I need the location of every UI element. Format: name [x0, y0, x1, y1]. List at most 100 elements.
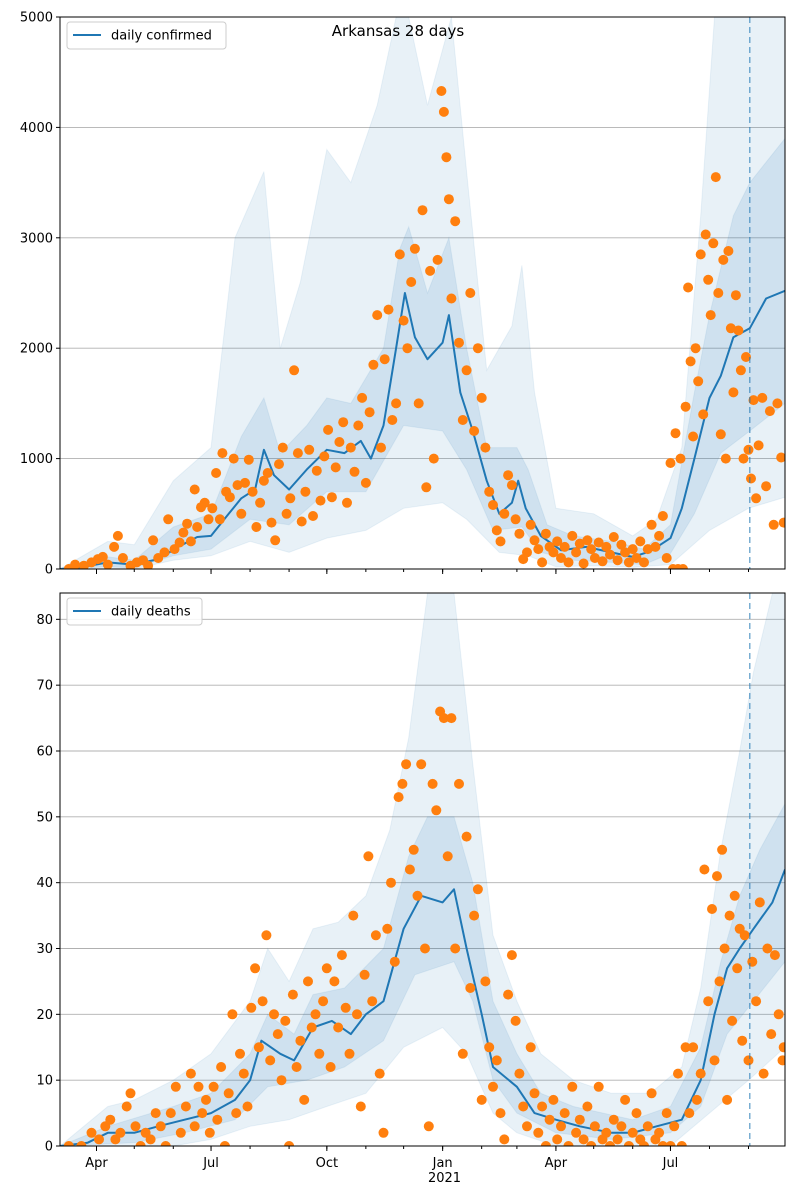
deaths-observed-point: [216, 1062, 227, 1072]
confirmed-observed-point: [725, 323, 736, 334]
confirmed-observed-point: [537, 557, 548, 568]
deaths-x-tick-label: Oct: [316, 1156, 338, 1171]
deaths-observed-point: [518, 1101, 529, 1112]
confirmed-observed-point: [730, 290, 741, 301]
deaths-observed-point: [737, 1035, 748, 1046]
confirmed-observed-point: [705, 310, 716, 321]
confirmed-observed-point: [441, 152, 452, 163]
deaths-y-tick-label: 70: [36, 679, 53, 694]
deaths-legend: daily deaths: [66, 597, 203, 626]
deaths-observed-point: [762, 943, 773, 954]
confirmed-observed-point: [78, 560, 89, 569]
confirmed-observed-point: [383, 304, 394, 315]
confirmed-observed-point: [620, 547, 631, 558]
deaths-observed-point: [121, 1101, 132, 1112]
deaths-observed-point: [314, 1048, 325, 1059]
deaths-observed-point: [185, 1068, 196, 1079]
deaths-observed-point: [359, 969, 370, 980]
deaths-observed-point: [691, 1094, 702, 1105]
deaths-observed-point: [586, 1141, 597, 1146]
confirmed-observed-point: [465, 288, 476, 298]
deaths-observed-point: [367, 996, 378, 1007]
confirmed-observed-point: [718, 254, 729, 265]
confirmed-observed-point: [296, 516, 307, 527]
deaths-observed-point: [616, 1121, 627, 1132]
confirmed-observed-point: [97, 551, 108, 562]
confirmed-observed-point: [495, 536, 506, 547]
confirmed-observed-point: [236, 508, 247, 519]
deaths-observed-point: [665, 1141, 676, 1146]
confirmed-observed-point: [597, 556, 608, 567]
confirmed-legend-box: [66, 21, 227, 50]
confirmed-observed-point: [608, 532, 619, 542]
deaths-observed-point: [193, 1081, 204, 1092]
confirmed-observed-point: [605, 549, 615, 560]
confirmed-observed-point: [710, 172, 721, 183]
deaths-observed-point: [522, 1121, 532, 1132]
confirmed-observed-point: [612, 555, 623, 566]
confirmed-observed-point: [469, 426, 480, 436]
confirmed-observed-point: [217, 448, 228, 459]
deaths-observed-point: [336, 950, 347, 961]
deaths-observed-point: [212, 1114, 223, 1125]
confirmed-observed-point: [255, 497, 266, 508]
deaths-observed-point: [348, 910, 359, 921]
confirmed-observed-point: [688, 431, 699, 442]
confirmed-observed-point: [472, 343, 483, 354]
confirmed-observed-point: [685, 356, 696, 367]
deaths-observed-point: [246, 1002, 257, 1013]
deaths-observed-point: [261, 930, 272, 941]
deaths-observed-point: [758, 1068, 769, 1079]
confirmed-observed-point: [185, 536, 196, 547]
deaths-observed-point: [540, 1141, 551, 1146]
confirmed-observed-point: [708, 238, 719, 249]
confirmed-observed-point: [683, 282, 694, 293]
confirmed-observed-point: [735, 365, 746, 376]
confirmed-observed-point: [642, 544, 653, 555]
deaths-observed-point: [747, 956, 758, 967]
confirmed-axis-ticks: 0 1000 2000 3000 4000 5000: [20, 11, 749, 578]
deaths-x-tick-label: Apr: [85, 1156, 108, 1171]
confirmed-observed-point: [593, 537, 604, 548]
deaths-observed-point: [431, 805, 442, 816]
deaths-observed-point: [238, 1068, 249, 1079]
deaths-y-tick-label: 10: [36, 1074, 53, 1089]
deaths-observed-point: [197, 1108, 208, 1119]
deaths-observed-point: [684, 1108, 695, 1119]
deaths-observed-point: [465, 983, 476, 993]
deaths-observed-point: [303, 976, 313, 987]
confirmed-observed-point: [357, 392, 368, 403]
deaths-observed-point: [657, 1141, 668, 1146]
confirmed-observed-point: [289, 365, 300, 376]
deaths-observed-point: [673, 1068, 683, 1079]
deaths-y-tick-label: 30: [36, 942, 53, 957]
confirmed-outer-band: [60, 17, 785, 569]
confirmed-observed-point: [379, 354, 390, 365]
confirmed-observed-point: [484, 486, 495, 497]
deaths-observed-point: [404, 864, 415, 875]
confirmed-observed-point: [661, 553, 672, 563]
confirmed-observed-point: [203, 514, 214, 525]
deaths-observed-point: [623, 1141, 634, 1146]
confirmed-plot-frame: [59, 16, 786, 570]
confirmed-observed-point: [214, 514, 225, 525]
deaths-observed-point: [732, 963, 743, 974]
confirmed-observed-point: [182, 518, 193, 529]
confirmed-observed-point: [586, 544, 597, 555]
confirmed-observed-point: [178, 527, 189, 538]
confirmed-observed-point: [300, 486, 311, 497]
confirmed-observed-point: [102, 559, 113, 569]
confirmed-observed-point: [109, 541, 120, 552]
confirmed-observed-point: [406, 277, 417, 287]
confirmed-observed-point: [510, 514, 521, 525]
deaths-observed-point: [769, 950, 780, 961]
confirmed-observed-point: [522, 547, 532, 558]
confirmed-observed-point: [480, 442, 491, 453]
confirmed-observed-point: [548, 547, 559, 558]
confirmed-observed-point: [372, 310, 383, 321]
deaths-observed-point: [695, 1068, 706, 1079]
confirmed-observed-point: [552, 536, 563, 547]
deaths-observed-point: [423, 1121, 434, 1132]
confirmed-observed-point: [270, 535, 281, 546]
